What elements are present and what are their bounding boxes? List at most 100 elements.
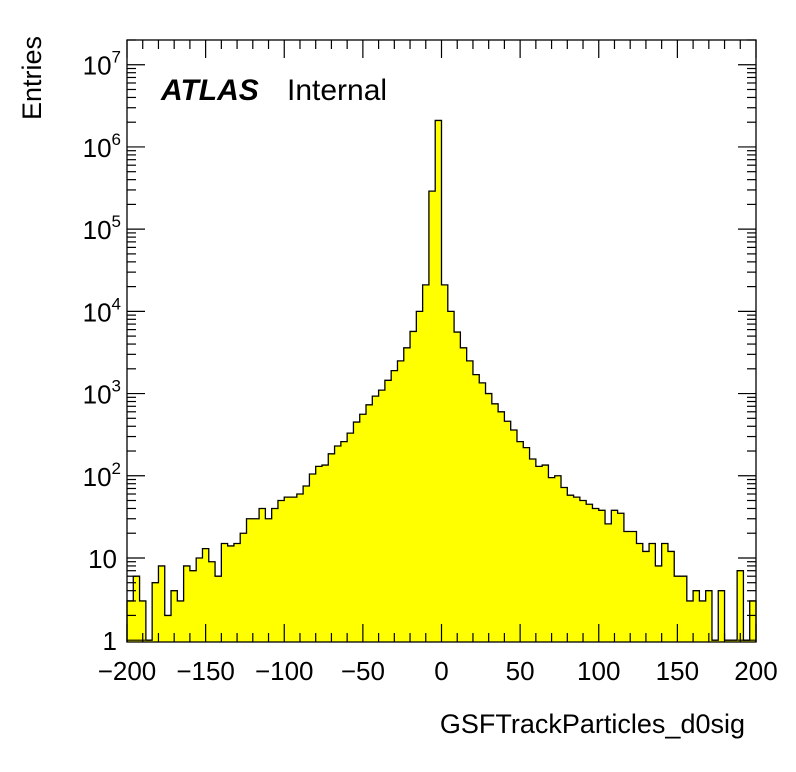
y-tick-label: 1	[103, 626, 117, 656]
histogram-bin	[359, 414, 367, 642]
histogram-bin	[655, 565, 663, 642]
histogram-bin	[215, 576, 222, 642]
y-tick-label: 106	[83, 130, 121, 163]
histogram-bin	[737, 570, 744, 642]
histogram-bin	[227, 545, 235, 642]
x-axis-title: GSFTrackParticles_d0sig	[440, 709, 745, 739]
y-tick-label: 10	[88, 544, 117, 574]
histogram-bin	[705, 590, 713, 642]
x-tick-labels: −200 −150 −100 −50 0 50 100 150 200	[98, 656, 778, 686]
histogram-bin	[315, 466, 323, 642]
x-tick-label: −100	[255, 656, 314, 686]
histogram-bin	[598, 510, 606, 642]
histogram-bin	[674, 576, 681, 642]
histogram-bin	[183, 565, 191, 642]
atlas-label: ATLAS	[160, 74, 259, 107]
histogram-bin	[246, 518, 254, 642]
histogram-bin	[617, 513, 625, 642]
x-tick-label: −50	[341, 656, 385, 686]
x-tick-label: 100	[577, 656, 620, 686]
histogram-bin	[623, 531, 631, 642]
histogram-bin	[693, 590, 700, 642]
histogram-bin	[366, 404, 373, 642]
histogram-bin	[586, 504, 593, 642]
histogram-bin	[548, 477, 556, 642]
histogram-bin	[328, 453, 335, 642]
histogram-bin	[334, 446, 342, 642]
histogram-bin	[208, 561, 216, 642]
histogram-bin	[240, 533, 247, 642]
y-tick-label: 102	[83, 459, 121, 492]
histogram-bin	[259, 508, 266, 642]
histogram-bin	[403, 347, 411, 642]
histogram-bin	[133, 576, 140, 642]
histogram-bin	[196, 557, 203, 642]
histogram-bin	[127, 600, 134, 642]
histogram-bin	[290, 497, 298, 642]
histogram-bin	[636, 543, 644, 642]
y-tick-label: 104	[83, 294, 121, 327]
histogram-bin	[233, 543, 241, 642]
histogram-bin	[460, 347, 468, 642]
histogram-bin	[510, 430, 518, 642]
histogram-bin	[158, 565, 166, 642]
histogram-bin	[271, 508, 279, 642]
histogram-bin	[724, 640, 732, 642]
histogram-bin	[252, 518, 260, 642]
internal-label: Internal	[287, 74, 387, 107]
y-tick-label: 105	[83, 212, 121, 245]
histogram-bin	[491, 403, 499, 642]
histogram-bin	[265, 518, 273, 642]
histogram-bin	[384, 380, 392, 642]
histogram-bin	[680, 576, 688, 642]
y-tick-labels: 1 10 102 103 104 105 106 107	[83, 48, 121, 656]
histogram-bin	[284, 497, 291, 642]
histogram-bin	[686, 600, 694, 642]
histogram-bin	[661, 543, 669, 642]
histogram-bin	[416, 311, 424, 642]
histogram-bin	[642, 551, 650, 642]
histogram-bin	[303, 486, 310, 642]
histogram-bin	[391, 370, 398, 642]
histogram-bin	[447, 311, 455, 642]
histogram-bin	[202, 548, 210, 642]
histogram-bin	[542, 465, 549, 642]
x-tick-label: 150	[656, 656, 699, 686]
histogram-bin	[504, 421, 512, 642]
histogram-bin	[441, 284, 449, 642]
histogram-bin	[743, 640, 751, 642]
x-tick-label: −150	[176, 656, 235, 686]
histogram-bin	[378, 390, 386, 642]
histogram-bin	[435, 120, 442, 642]
histogram-bin	[730, 640, 738, 642]
histogram-bin	[554, 475, 562, 642]
histogram-bin	[410, 331, 417, 642]
histogram-bin	[277, 500, 285, 642]
histogram-bin	[347, 433, 354, 642]
histogram-bin	[479, 382, 486, 642]
histogram-bin	[667, 551, 675, 642]
histogram-step-line	[126, 119, 757, 642]
histogram-bin	[516, 441, 524, 642]
x-tick-label: −200	[98, 656, 157, 686]
histogram-bin	[296, 493, 304, 642]
histogram-bin	[221, 543, 229, 642]
histogram-bin	[649, 543, 656, 642]
y-axis-title: Entries	[17, 36, 47, 120]
x-tick-label: 200	[734, 656, 777, 686]
histogram-bin	[699, 600, 707, 642]
histogram-bin	[466, 360, 474, 642]
histogram-bin	[164, 615, 172, 642]
histogram-bin	[711, 640, 719, 642]
histogram-bin	[340, 441, 348, 642]
histogram-bin	[139, 600, 147, 642]
histogram-bin	[152, 582, 159, 642]
histogram-bin	[422, 284, 430, 642]
histogram-bin	[428, 191, 436, 642]
y-tick-label: 103	[83, 377, 121, 410]
histogram-bin	[372, 396, 379, 642]
histogram-bin	[561, 487, 568, 642]
histogram-bin	[189, 570, 197, 642]
histogram-bin	[605, 523, 612, 642]
